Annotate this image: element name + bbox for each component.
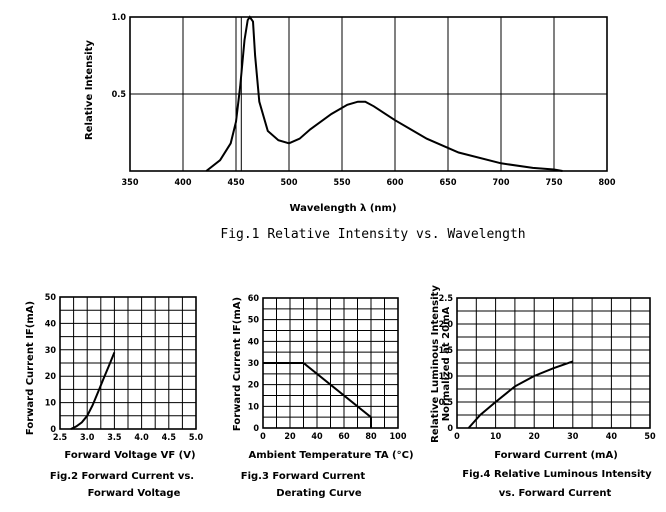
y-tick-label: 2.5 xyxy=(439,294,454,304)
figure-caption: Derating Curve xyxy=(276,488,362,499)
x-axis-label: Forward Voltage VF (V) xyxy=(64,450,195,461)
x-tick-label: 600 xyxy=(387,178,404,188)
y-tick-label: 0.5 xyxy=(439,398,454,408)
x-tick-label: 10 xyxy=(490,432,502,442)
chart-4: 0 10 20 30 40 50 0 0.5 1.0 1.5 2.0 2.5 Forward Curre… xyxy=(430,285,656,499)
x-tick-label: 3.0 xyxy=(80,433,95,443)
x-tick-label: 2.5 xyxy=(53,433,68,443)
y-tick-label: 2.0 xyxy=(439,320,454,330)
x-tick-label: 40 xyxy=(311,432,323,442)
x-tick-label: 20 xyxy=(529,432,541,442)
x-tick-label: 40 xyxy=(606,432,618,442)
x-axis-label: Ambient Temperature TA (°C) xyxy=(248,450,413,461)
plot-frame xyxy=(59,296,197,430)
figure-caption: Fig.4 Relative Luminous Intensity xyxy=(462,469,652,480)
x-tick-label: 4.5 xyxy=(162,433,177,443)
y-tick-label: 40 xyxy=(248,337,260,347)
x-tick-label: 750 xyxy=(546,178,563,188)
x-tick-label: 350 xyxy=(122,178,139,188)
x-axis-label: Wavelength λ (nm) xyxy=(289,203,396,214)
y-axis-label: Relative Luminous Intensity xyxy=(430,285,441,443)
x-tick-label: 30 xyxy=(567,432,579,442)
x-tick-label: 20 xyxy=(284,432,296,442)
y-tick-label: 1.0 xyxy=(112,13,127,23)
x-tick-label: 0 xyxy=(260,432,266,442)
y-tick-label: 0 xyxy=(253,424,259,434)
series-line xyxy=(70,352,116,430)
y-tick-label: 1.5 xyxy=(439,346,454,356)
series-line xyxy=(467,360,574,429)
x-tick-label: 800 xyxy=(599,178,616,188)
figure-caption: Fig.2 Forward Current vs. xyxy=(50,471,194,482)
y-tick-label: 20 xyxy=(248,381,260,391)
y-axis-label: Forward Current IF(mA) xyxy=(232,297,243,431)
x-tick-label: 5.0 xyxy=(189,433,204,443)
x-tick-label: 650 xyxy=(440,178,457,188)
chart-2: 2.5 3.0 3.5 4.0 4.5 5.0 0 10 20 30 40 50 Forward Vol… xyxy=(25,293,204,499)
chart-3: 0 20 40 60 80 100 0 10 20 30 40 50 60 Ambient Tempera… xyxy=(232,294,414,499)
x-tick-label: 450 xyxy=(228,178,245,188)
y-tick-label: 40 xyxy=(45,319,57,329)
x-tick-label: 80 xyxy=(365,432,377,442)
y-tick-label: 50 xyxy=(248,316,260,326)
plot-frame xyxy=(456,297,651,429)
y-tick-label: 50 xyxy=(45,293,57,303)
x-tick-label: 400 xyxy=(175,178,192,188)
y-tick-label: 10 xyxy=(45,399,57,409)
y-tick-label: 10 xyxy=(248,402,260,412)
y-axis-label: Forward Current IF(mA) xyxy=(25,301,36,435)
y-tick-label: 60 xyxy=(248,294,260,304)
series-line xyxy=(263,362,372,428)
x-axis-label: Forward Current (mA) xyxy=(494,450,618,461)
y-tick-label: 1.0 xyxy=(439,372,454,382)
figure-caption: Forward Voltage xyxy=(88,488,181,499)
x-tick-label: 50 xyxy=(644,432,656,442)
plot-frame xyxy=(129,16,608,172)
x-tick-label: 3.5 xyxy=(107,433,122,443)
figure-caption: vs. Forward Current xyxy=(499,488,612,499)
y-axis-label: Normalized at 20mA xyxy=(441,306,452,421)
y-axis-label: Relative Intensity xyxy=(84,40,95,140)
chart-1: 350 400 450 500 550 600 650 700 750 800 0.5 1.0 Wave… xyxy=(84,13,616,242)
x-tick-label: 550 xyxy=(334,178,351,188)
x-tick-label: 0 xyxy=(454,432,460,442)
series-line xyxy=(205,15,563,172)
x-tick-label: 700 xyxy=(493,178,510,188)
x-tick-label: 500 xyxy=(281,178,298,188)
y-tick-label: 30 xyxy=(248,359,260,369)
x-tick-label: 4.0 xyxy=(134,433,149,443)
figure-caption: Fig.3 Forward Current xyxy=(241,471,366,482)
y-tick-label: 0.5 xyxy=(112,90,127,100)
y-tick-label: 20 xyxy=(45,372,57,382)
y-tick-label: 0 xyxy=(447,424,453,434)
figure-caption: Fig.1 Relative Intensity vs. Wavelength xyxy=(220,227,525,242)
y-tick-label: 30 xyxy=(45,346,57,356)
x-tick-label: 60 xyxy=(338,432,350,442)
x-tick-label: 100 xyxy=(390,432,407,442)
y-tick-label: 0 xyxy=(50,425,56,435)
